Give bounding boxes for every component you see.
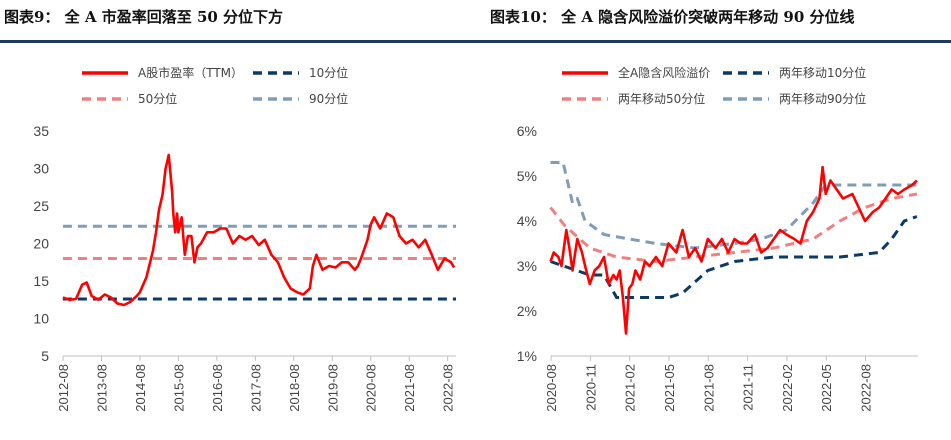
pe-legend-label: 10分位	[309, 65, 348, 80]
pe-y-tick-label: 30	[33, 161, 49, 177]
erp-series-line-ref2	[549, 192, 918, 263]
pe-y-tick-label: 25	[33, 198, 49, 214]
erp-y-tick-label: 1%	[517, 348, 537, 364]
pe-y-tick-label: 20	[33, 236, 49, 252]
pe-y-tick-label: 10	[33, 311, 49, 327]
erp-legend-label: 两年移动10分位	[779, 65, 866, 80]
pe-x-tick-label: 2014-08	[133, 364, 148, 412]
pe-x-tick-label: 2017-08	[248, 364, 263, 412]
erp-y-tick-label: 4%	[517, 213, 537, 229]
erp-y-tick-label: 2%	[517, 303, 537, 319]
pe-x-tick-label: 2018-08	[287, 364, 302, 412]
erp-series-line-ref3	[550, 161, 917, 250]
pe-x-tick-label: 2019-08	[325, 364, 340, 412]
erp-x-tick-label: 2022-02	[780, 364, 795, 412]
pe-x-tick-label: 2012-08	[56, 364, 71, 412]
erp-y-tick-label: 3%	[517, 258, 537, 274]
erp-x-tick-label: 2022-08	[859, 364, 874, 412]
erp-x-tick-label: 2021-02	[623, 364, 638, 412]
pe-x-tick-label: 2022-08	[441, 364, 456, 412]
pe-y-tick-label: 5	[41, 348, 49, 364]
right-chart-title: 图表10： 全 A 隐含风险溢价突破两年移动 90 分位线	[490, 8, 855, 26]
pe-x-tick-label: 2021-08	[402, 364, 417, 412]
pe-x-tick-label: 2015-08	[171, 364, 186, 412]
pe-x-tick-label: 2020-08	[364, 364, 379, 412]
erp-legend-label: 两年移动50分位	[618, 91, 705, 106]
erp-series-line-ref1	[550, 215, 918, 299]
pe-legend-label: 50分位	[138, 91, 177, 106]
erp-x-tick-label: 2021-08	[701, 364, 716, 412]
pe-y-tick-label: 15	[33, 273, 49, 289]
erp-y-tick-label: 6%	[517, 123, 537, 139]
erp-legend-label: 两年移动90分位	[779, 91, 866, 106]
pe-series-line-main	[62, 153, 456, 307]
erp-x-tick-label: 2021-11	[741, 364, 756, 411]
pe-y-tick-label: 35	[33, 123, 49, 139]
left-chart-title: 图表9： 全 A 市盈率回落至 50 分位下方	[4, 8, 284, 26]
erp-x-tick-label: 2020-11	[583, 364, 598, 411]
erp-legend-label: 全A隐含风险溢价	[618, 65, 710, 80]
pe-x-tick-label: 2016-08	[210, 364, 225, 412]
erp-x-tick-label: 2022-05	[819, 364, 834, 412]
title-divider	[0, 40, 951, 43]
erp-y-tick-label: 5%	[517, 168, 537, 184]
pe-legend-label: A股市盈率（TTM）	[138, 65, 243, 80]
erp-x-tick-label: 2021-05	[662, 364, 677, 412]
pe-x-tick-label: 2013-08	[94, 364, 109, 412]
erp-series-line-main	[549, 165, 918, 335]
pe-legend-label: 90分位	[309, 91, 348, 106]
erp-x-tick-label: 2020-08	[544, 364, 559, 412]
